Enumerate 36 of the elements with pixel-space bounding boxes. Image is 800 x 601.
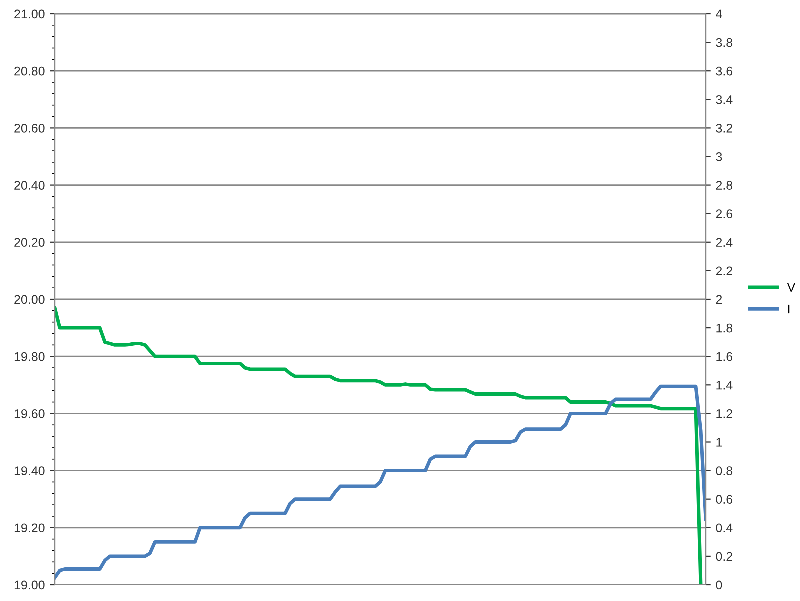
y-tick-label: 20.60 <box>14 124 45 133</box>
y2-tick-label: 4 <box>716 10 722 19</box>
y2-tick-label: 2 <box>716 295 722 304</box>
line-series <box>55 384 706 580</box>
y-tick-label: 19.20 <box>14 524 45 533</box>
y-tick-label: 20.40 <box>14 181 45 190</box>
y-tick-label: 20.20 <box>14 238 45 248</box>
line-series <box>55 306 703 585</box>
y2-tick-label: 2.4 <box>716 238 733 247</box>
y2-tick-label: 0.8 <box>716 466 733 476</box>
y-tick-label: 19.00 <box>14 580 45 590</box>
y2-tick-label: 2.6 <box>716 210 733 218</box>
y-tick-label: 19.60 <box>14 410 45 418</box>
legend-label: V <box>787 283 796 292</box>
y2-tick-label: 0.4 <box>716 524 733 533</box>
legend-label: I <box>788 304 790 314</box>
y2-tick-label: 0 <box>716 580 722 590</box>
y2-tick-label: 0.2 <box>716 552 732 562</box>
y2-tick-label: 1.8 <box>716 324 733 333</box>
y-tick-label: 21.00 <box>14 10 45 19</box>
y-tick-label: 20.00 <box>14 295 45 304</box>
y2-tick-label: 1.2 <box>716 410 732 418</box>
y2-tick-label: 1 <box>716 438 722 447</box>
y2-tick-label: 2.8 <box>716 181 733 190</box>
y2-tick-label: 3 <box>716 152 722 162</box>
y2-tick-label: 3.8 <box>716 38 733 48</box>
y2-tick-label: 2.2 <box>716 266 732 276</box>
y2-tick-label: 1.6 <box>716 352 733 362</box>
y2-tick-label: 1.4 <box>716 381 733 390</box>
y2-tick-label: 0.6 <box>716 495 733 504</box>
y2-tick-label: 3.4 <box>716 95 733 104</box>
y-tick-label: 20.80 <box>14 66 45 76</box>
y2-tick-label: 3.2 <box>716 124 732 133</box>
y-tick-label: 19.80 <box>14 352 45 362</box>
y2-tick-label: 3.6 <box>716 66 733 76</box>
y-tick-label: 19.40 <box>14 466 45 476</box>
